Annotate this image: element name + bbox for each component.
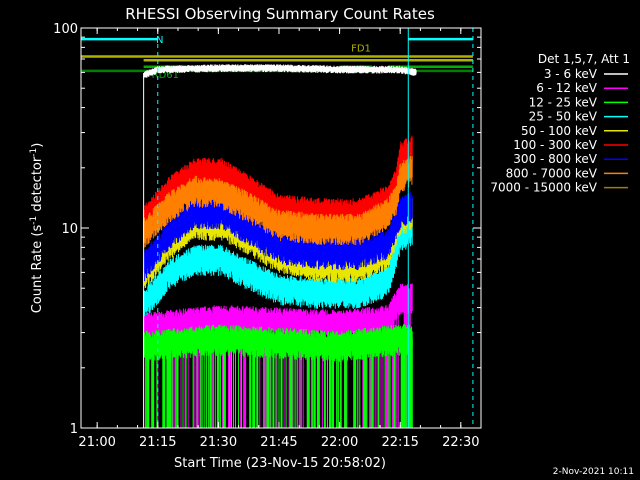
y-tick-label: 100 [53,22,78,37]
x-tick-label: 21:00 [78,435,115,450]
legend-label: 6 - 12 keV [536,81,598,95]
legend-label: 50 - 100 keV [521,124,598,138]
legend-title: Det 1,5,7, Att 1 [538,52,630,66]
data-series [143,64,417,428]
legend-label: 100 - 300 keV [513,138,597,152]
x-tick-label: 21:45 [260,435,297,450]
y-axis-label-exponent-2: -1 [29,148,39,157]
y-axis-label-start: Count Rate (s [30,225,45,314]
x-tick-label: 22:00 [321,435,358,450]
axes: 21:00 21:15 21:30 21:45 22:00 22:15 22:30 1 10 10… [53,22,482,450]
y-axis-label-end: ) [30,143,45,148]
x-tick-label: 22:30 [442,435,479,450]
series-12-25-kev [143,324,413,428]
y-axis-label: Count Rate (s-1 detector-1) [29,143,45,314]
y-tick-label: 10 [61,222,78,237]
y-axis-label-exponent-1: -1 [29,216,39,225]
legend-label: 3 - 6 keV [544,67,598,81]
x-axis-label: Start Time (23-Nov-15 20:58:02) [174,456,386,471]
series-dropout [145,338,413,428]
flag-label-fd1: FD1 [351,44,371,55]
chart-title: RHESSI Observing Summary Count Rates [125,5,435,23]
x-tick-label: 21:15 [139,435,176,450]
legend-label: 800 - 7000 keV [506,166,598,180]
flag-label-n: N [156,35,163,46]
x-tick-label: 21:30 [200,435,237,450]
legend-label: 12 - 25 keV [529,95,598,109]
legend-label: 7000 - 15000 keV [490,181,597,195]
x-tick-label: 22:15 [381,435,418,450]
footer-date: 2-Nov-2021 10:11 [553,467,634,477]
legend-label: 300 - 800 keV [513,152,597,166]
legend-label: 25 - 50 keV [529,110,598,124]
flag-label-rd61: RD61 [152,70,179,81]
y-axis-label-middle: detector [30,156,45,216]
y-tick-label: 1 [70,422,78,437]
